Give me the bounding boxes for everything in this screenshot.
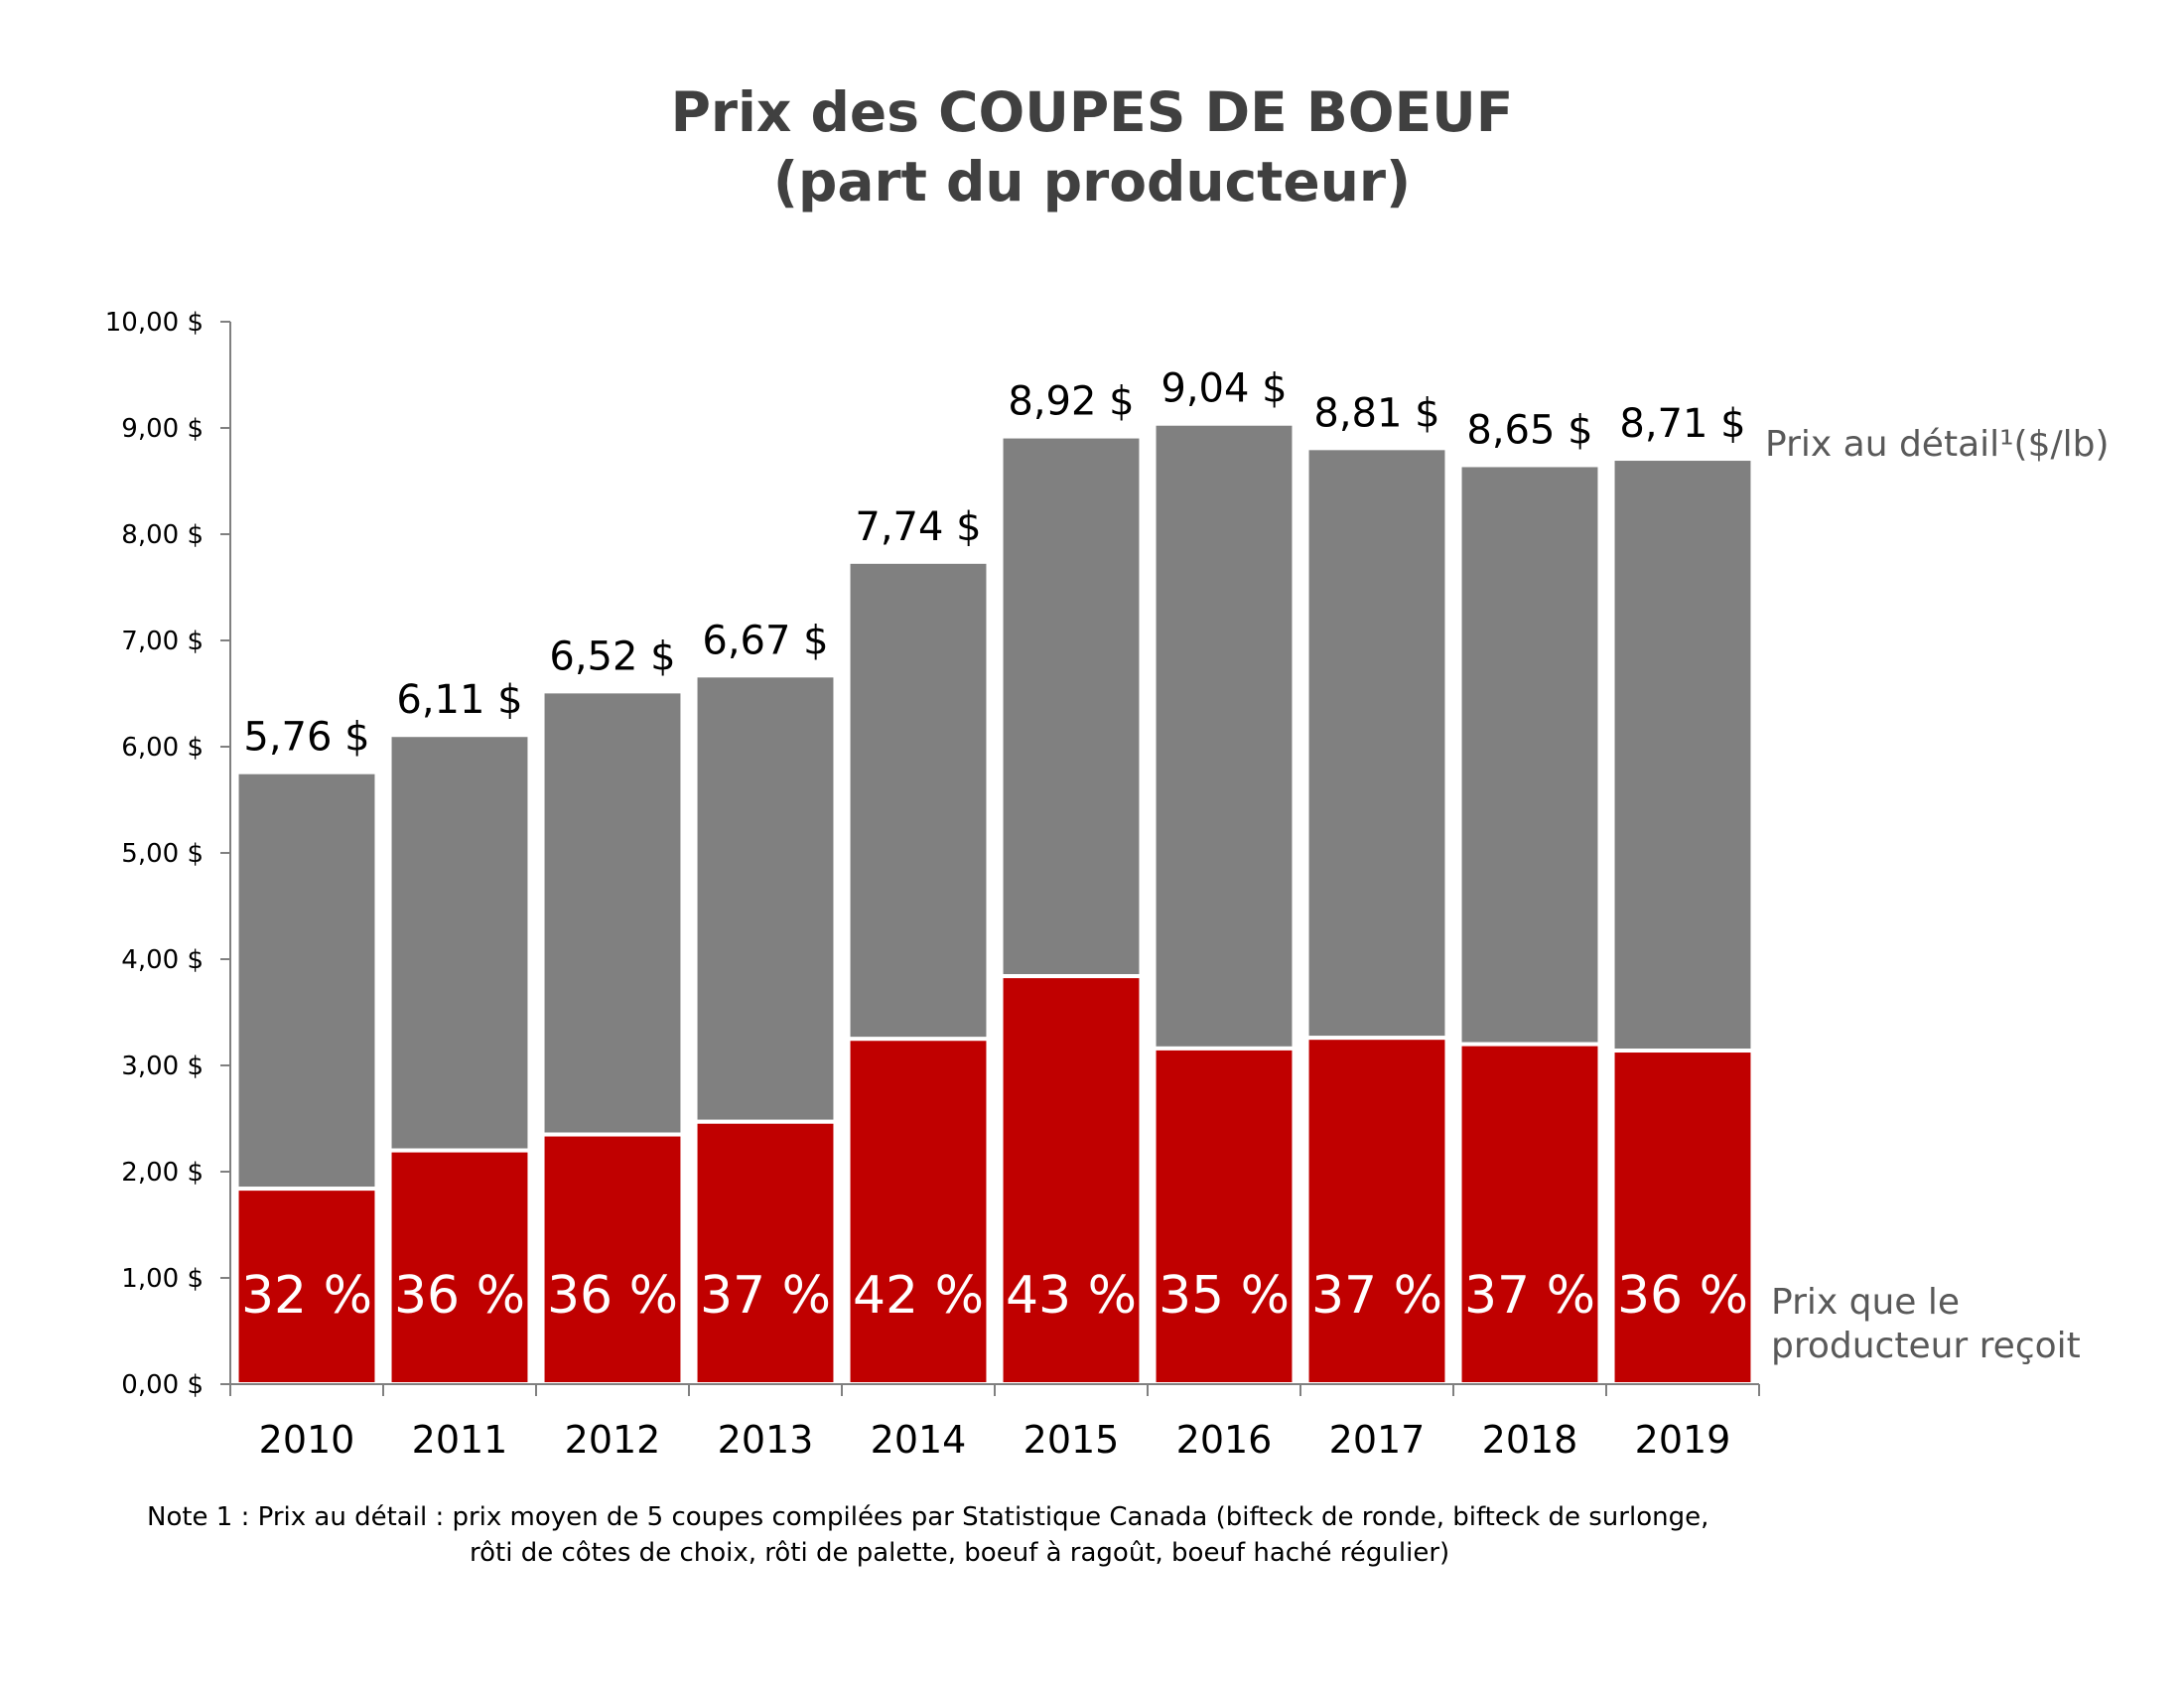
series-label-producer-line2: producteur reçoit <box>1771 1326 2081 1366</box>
y-tick-label: 10,00 $ <box>105 308 204 338</box>
footnote: Note 1 : Prix au détail : prix moyen de … <box>147 1499 1708 1571</box>
x-tick-label-2018: 2018 <box>1482 1418 1578 1462</box>
bar-retail-2012 <box>540 689 685 1137</box>
data-label-share-2017: 37 % <box>1311 1266 1442 1326</box>
bar-producer-2017 <box>1304 1036 1449 1387</box>
data-label-total-2011: 6,11 $ <box>396 677 522 723</box>
bar-producer-2012 <box>540 1132 685 1387</box>
y-tick-label: 3,00 $ <box>121 1052 204 1081</box>
chart-title-line2: (part du producteur) <box>772 150 1412 213</box>
data-label-total-2015: 8,92 $ <box>1008 379 1134 425</box>
y-tick-label: 8,00 $ <box>121 520 204 550</box>
x-tick-label-2013: 2013 <box>718 1418 814 1462</box>
bar-retail-2011 <box>387 733 532 1153</box>
data-label-share-2019: 36 % <box>1617 1266 1748 1326</box>
x-tick-label-2011: 2011 <box>412 1418 508 1462</box>
x-tick-label-2010: 2010 <box>259 1418 355 1462</box>
bar-producer-2011 <box>387 1148 532 1386</box>
y-tick-label: 4,00 $ <box>121 945 204 975</box>
x-tick-label-2017: 2017 <box>1329 1418 1426 1462</box>
chart-title: Prix des COUPES DE BOEUF (part du produc… <box>0 77 2184 216</box>
x-tick-label-2019: 2019 <box>1635 1418 1731 1462</box>
bar-retail-2010 <box>234 770 379 1192</box>
data-label-share-2012: 36 % <box>547 1266 678 1326</box>
data-label-total-2012: 6,52 $ <box>549 633 675 679</box>
data-label-share-2015: 43 % <box>1006 1266 1137 1326</box>
bar-retail-2016 <box>1152 421 1297 1051</box>
x-tick-label-2014: 2014 <box>871 1418 967 1462</box>
y-tick-label: 2,00 $ <box>121 1158 204 1188</box>
bar-producer-2014 <box>846 1037 991 1386</box>
y-tick-label: 1,00 $ <box>121 1264 204 1294</box>
bar-producer-2016 <box>1152 1046 1297 1386</box>
footnote-line2: rôti de côtes de choix, rôti de palette,… <box>470 1538 1450 1568</box>
bar-retail-2013 <box>693 673 838 1124</box>
y-tick-label: 6,00 $ <box>121 733 204 763</box>
data-label-total-2017: 8,81 $ <box>1313 390 1439 436</box>
data-label-share-2011: 36 % <box>394 1266 525 1326</box>
bar-producer-2015 <box>999 974 1144 1386</box>
y-tick-label: 0,00 $ <box>121 1370 204 1400</box>
footnote-line1: Note 1 : Prix au détail : prix moyen de … <box>147 1502 1709 1532</box>
bar-producer-2018 <box>1457 1042 1602 1386</box>
data-label-share-2013: 37 % <box>700 1266 831 1326</box>
data-label-total-2016: 9,04 $ <box>1160 366 1287 412</box>
data-label-share-2014: 42 % <box>853 1266 984 1326</box>
y-tick-label: 7,00 $ <box>121 627 204 656</box>
y-tick-label: 9,00 $ <box>121 414 204 444</box>
x-tick-label-2016: 2016 <box>1176 1418 1273 1462</box>
data-label-total-2014: 7,74 $ <box>855 504 981 550</box>
bar-retail-2015 <box>999 434 1144 979</box>
bar-retail-2018 <box>1457 463 1602 1047</box>
data-label-share-2016: 35 % <box>1159 1266 1290 1326</box>
data-label-total-2013: 6,67 $ <box>702 618 828 663</box>
data-label-total-2018: 8,65 $ <box>1466 407 1592 453</box>
bar-retail-2019 <box>1610 457 1755 1054</box>
bar-producer-2019 <box>1610 1049 1755 1387</box>
x-tick-label-2015: 2015 <box>1024 1418 1120 1462</box>
data-label-share-2018: 37 % <box>1464 1266 1595 1326</box>
x-tick-label-2012: 2012 <box>565 1418 661 1462</box>
data-label-share-2010: 32 % <box>241 1266 372 1326</box>
bar-producer-2013 <box>693 1119 838 1386</box>
bar-retail-2014 <box>846 559 991 1042</box>
series-label-producer-line1: Prix que le <box>1771 1282 1960 1323</box>
series-label-retail: Prix au détail¹($/lb) <box>1765 424 2110 465</box>
bar-retail-2017 <box>1304 446 1449 1041</box>
data-label-total-2019: 8,71 $ <box>1619 401 1745 447</box>
data-label-total-2010: 5,76 $ <box>243 715 369 761</box>
chart-title-line1: Prix des COUPES DE BOEUF <box>670 80 1514 144</box>
y-tick-label: 5,00 $ <box>121 839 204 869</box>
